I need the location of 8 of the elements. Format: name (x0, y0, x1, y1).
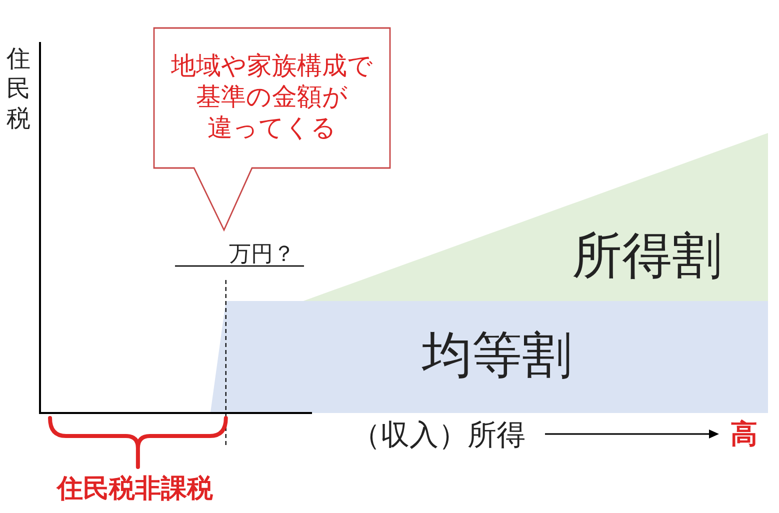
series-label: 所得割 (572, 226, 722, 284)
text: 高 (730, 419, 758, 450)
annotation: 万円？ (229, 242, 295, 267)
y-axis-title: 住民税 (6, 44, 30, 132)
annotation: 地域や家族構成で基準の金額が違ってくる (170, 51, 373, 142)
x-axis-title: （収入）所得 (352, 418, 526, 452)
series-label: 均等割 (420, 326, 572, 384)
text: 住民税非課税 (56, 474, 214, 504)
